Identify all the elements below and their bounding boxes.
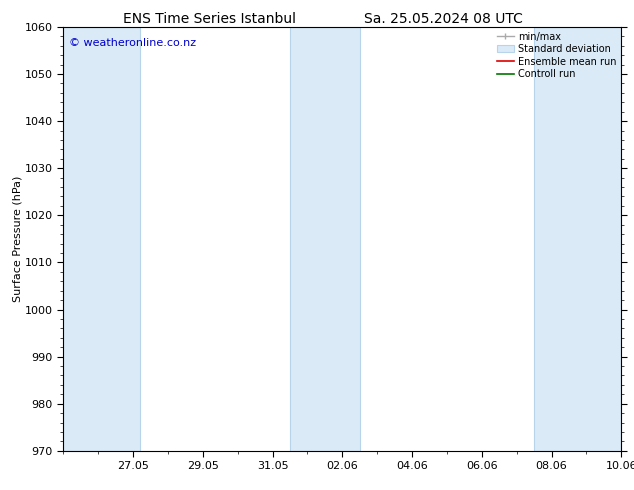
Bar xyxy=(63,27,140,451)
Y-axis label: Surface Pressure (hPa): Surface Pressure (hPa) xyxy=(12,176,22,302)
Bar xyxy=(534,27,621,451)
Text: © weatheronline.co.nz: © weatheronline.co.nz xyxy=(69,38,196,48)
Text: Sa. 25.05.2024 08 UTC: Sa. 25.05.2024 08 UTC xyxy=(365,12,523,26)
Bar xyxy=(290,27,359,451)
Text: ENS Time Series Istanbul: ENS Time Series Istanbul xyxy=(123,12,295,26)
Legend: min/max, Standard deviation, Ensemble mean run, Controll run: min/max, Standard deviation, Ensemble me… xyxy=(494,29,619,82)
